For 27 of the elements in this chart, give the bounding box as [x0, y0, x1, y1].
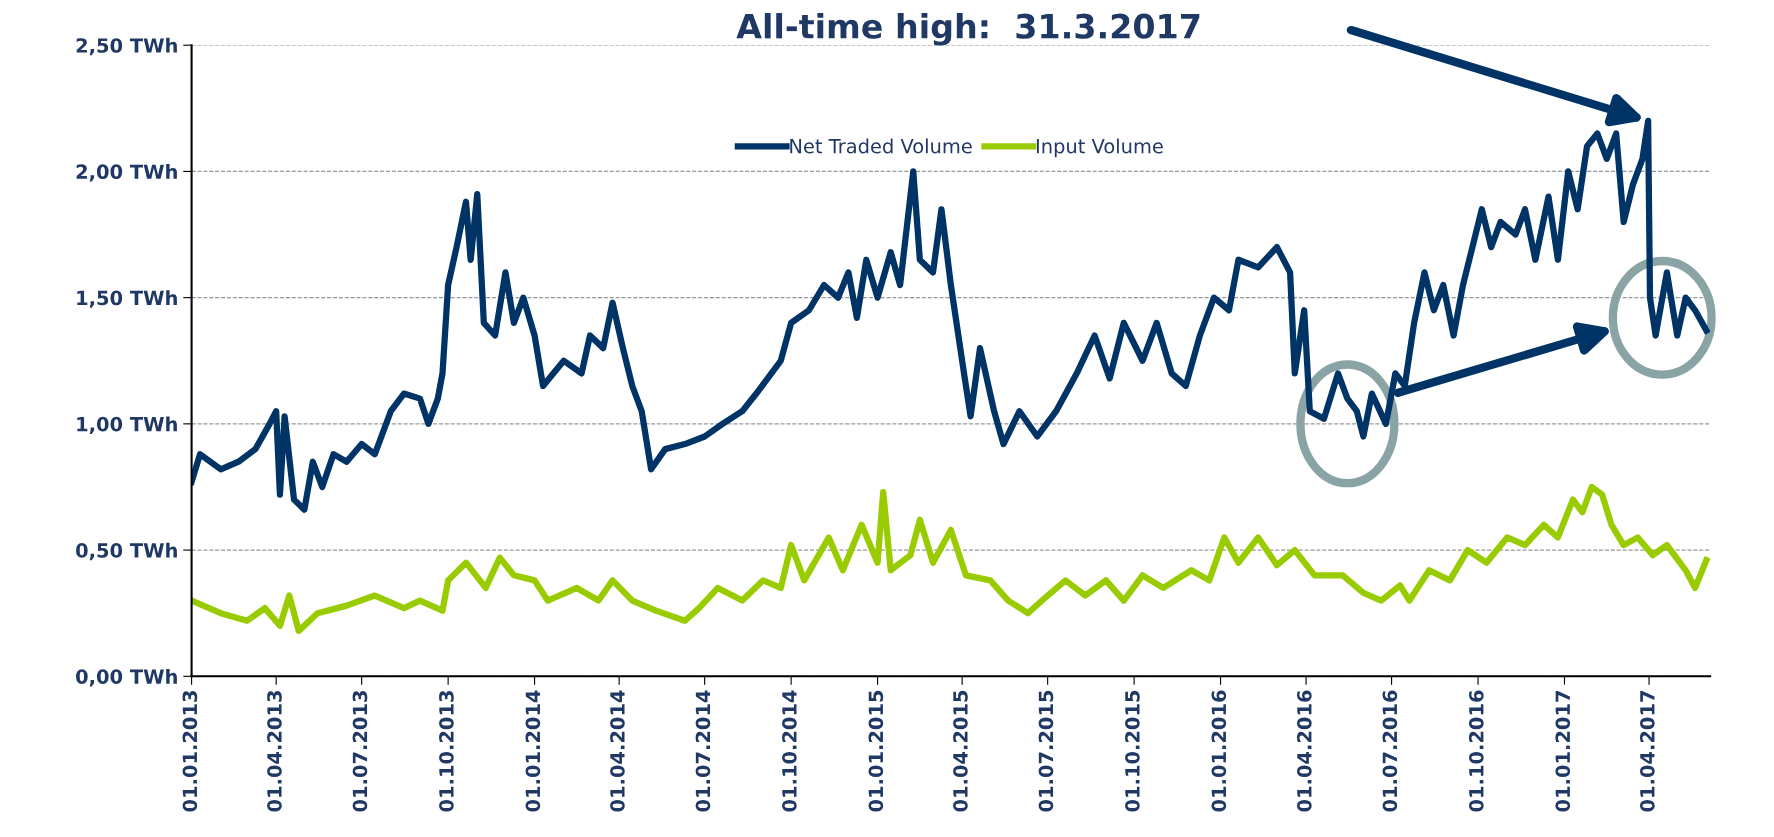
x-tick-label: 01.01.2017 — [1555, 691, 1571, 812]
x-tick-label: 01.01.2015 — [868, 690, 884, 812]
y-tick-label: 0,50 TWh — [76, 542, 177, 561]
legend-label: Input Volume — [1036, 138, 1163, 158]
y-tick-label: 2,50 TWh — [76, 37, 177, 56]
x-tick-label: 01.04.2016 — [1297, 690, 1312, 812]
x-tick-label: 01.07.2016 — [1382, 690, 1398, 812]
annotation: All-time high: 31.3.2017 — [736, 13, 1200, 46]
y-tick-label: 1,00 TWh — [77, 416, 177, 435]
x-tick-label: 01.10.2015 — [1125, 690, 1140, 812]
legend-label: Net Traded Volume — [790, 138, 972, 154]
y-tick-label: 1,50 TWh — [77, 290, 177, 308]
x-tick-label: 01.04.2014 — [610, 690, 625, 812]
x-tick-label: 01.04.2017 — [1639, 691, 1655, 812]
x-tick-label: 01.10.2013 — [439, 691, 454, 812]
x-tick-label: 01.07.2015 — [1038, 690, 1054, 812]
x-tick-label: 01.10.2016 — [1468, 690, 1484, 812]
x-tick-label: 01.07.2013 — [352, 691, 368, 812]
y-tick-label: 0,00 TWh — [76, 668, 177, 687]
x-tick-label: 01.07.2014 — [695, 690, 711, 812]
x-tick-label: 01.01.2013 — [182, 691, 198, 812]
y-tick-label: 2,00 TWh — [76, 164, 177, 182]
x-tick-label: 01.04.2015 — [953, 690, 968, 812]
x-tick-label: 01.01.2014 — [525, 690, 541, 812]
x-tick-label: 01.10.2014 — [782, 690, 797, 812]
x-tick-label: 01.04.2013 — [267, 691, 282, 812]
x-tick-label: 01.01.2016 — [1211, 690, 1227, 812]
